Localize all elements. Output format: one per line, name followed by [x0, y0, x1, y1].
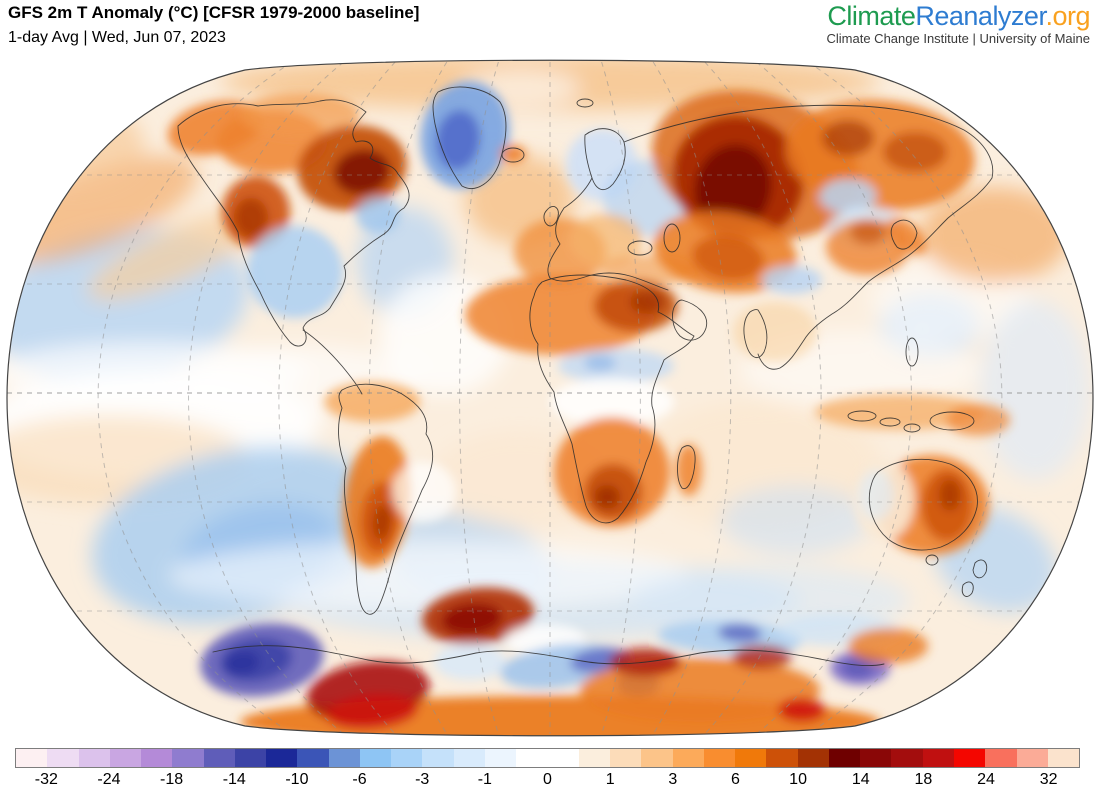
- coast-scandinavia: [584, 128, 626, 191]
- page-title: GFS 2m T Anomaly (°C) [CFSR 1979-2000 ba…: [8, 3, 420, 22]
- coast-india: [743, 309, 768, 358]
- coast-new-guinea: [929, 411, 975, 431]
- colorbar-segment: [985, 749, 1017, 767]
- colorbar-segment: [735, 749, 767, 767]
- coast-europe-west: [547, 177, 669, 291]
- colorbar-segment: [578, 749, 611, 767]
- coast-caspian-sea: [663, 223, 681, 253]
- colorbar-segment: [766, 749, 798, 767]
- colorbar-segment: [953, 749, 986, 767]
- coast-britain: [543, 206, 559, 227]
- projection-outline: [6, 59, 1094, 737]
- colorbar-segment: [860, 749, 892, 767]
- colorbar-segment: [641, 749, 673, 767]
- coast-south-america: [338, 383, 434, 615]
- colorbar-segment: [391, 749, 423, 767]
- coast-madagascar: [677, 445, 696, 490]
- colorbar-segment: [484, 749, 517, 767]
- colorbar-tick: 24: [977, 771, 995, 788]
- coast-central-america: [302, 329, 363, 395]
- colorbar-segment: [141, 749, 173, 767]
- colorbar: [15, 748, 1080, 768]
- colorbar-segment: [172, 749, 204, 767]
- site-logo[interactable]: ClimateReanalyzer.org Climate Change Ins…: [826, 1, 1091, 47]
- logo-reanalyzer[interactable]: Reanalyzer: [915, 1, 1046, 31]
- colorbar-tick: -10: [285, 771, 309, 788]
- colorbar-segment: [516, 749, 548, 767]
- colorbar-segment: [453, 749, 485, 767]
- colorbar-segment: [610, 749, 642, 767]
- colorbar-segment: [297, 749, 329, 767]
- colorbar-segment: [422, 749, 454, 767]
- coast-africa: [529, 274, 695, 524]
- coast-antarctica: [212, 645, 885, 667]
- colorbar-segment: [1016, 749, 1048, 767]
- colorbar-segment: [359, 749, 392, 767]
- coast-sumatra: [847, 410, 877, 422]
- coast-tasmania: [925, 554, 939, 566]
- colorbar-tick: -6: [352, 771, 367, 788]
- colorbar-segment: [703, 749, 736, 767]
- colorbar-segment: [47, 749, 79, 767]
- colorbar-tick: -32: [34, 771, 58, 788]
- colorbar-segment: [547, 749, 579, 767]
- logo-climate[interactable]: Climate: [827, 1, 916, 31]
- colorbar-tick: 3: [668, 771, 678, 788]
- colorbar-tick: 1: [605, 771, 615, 788]
- colorbar-tick: 32: [1039, 771, 1058, 788]
- colorbar-tick: -14: [222, 771, 246, 788]
- colorbar-segment: [1047, 749, 1080, 767]
- colorbar-segment: [922, 749, 954, 767]
- coast-asia-north-east: [623, 104, 994, 370]
- coast-philippines: [905, 337, 919, 367]
- logo-org[interactable]: .org: [1045, 1, 1090, 31]
- colorbar-segment: [828, 749, 861, 767]
- anomaly-field: [167, 81, 1010, 736]
- coast-greenland: [432, 86, 507, 189]
- coast-black-sea: [627, 240, 653, 256]
- colorbar-tick: -3: [415, 771, 430, 788]
- colorbar-segment: [797, 749, 829, 767]
- colorbar-segment: [328, 749, 360, 767]
- page-subtitle: 1-day Avg | Wed, Jun 07, 2023: [8, 29, 226, 47]
- colorbar-tick: 6: [730, 771, 740, 788]
- logo-tagline: Climate Change Institute | University of…: [826, 31, 1091, 47]
- colorbar-segment: [78, 749, 110, 767]
- coast-iceland: [501, 147, 525, 163]
- colorbar-segment: [891, 749, 923, 767]
- colorbar-segment: [672, 749, 704, 767]
- header: GFS 2m T Anomaly (°C) [CFSR 1979-2000 ba…: [8, 3, 419, 47]
- colorbar-tick: 14: [851, 771, 870, 788]
- coast-svalbard: [576, 98, 594, 108]
- colorbar-tick: 10: [789, 771, 807, 788]
- colorbar-segment: [109, 749, 142, 767]
- coast-new-zealand-north: [972, 559, 988, 579]
- coast-japan: [890, 219, 918, 250]
- coast-arabia: [672, 299, 708, 341]
- colorbar-tick: 0: [543, 771, 552, 788]
- colorbar-ticks: -32 -24 -18 -14 -10 -6 -3 -1 0 1 3 6 10 14 18 24 32: [15, 769, 1080, 791]
- coast-north-america: [177, 99, 410, 347]
- graticule: [7, 61, 1093, 735]
- colorbar-tick: -18: [160, 771, 184, 788]
- colorbar-segment: [16, 749, 48, 767]
- colorbar-tick: -24: [97, 771, 121, 788]
- coast-australia: [868, 458, 978, 551]
- coastlines: [177, 86, 994, 667]
- coast-lesser-sunda: [903, 423, 921, 433]
- colorbar-segment: [234, 749, 267, 767]
- colorbar-tick: 18: [914, 771, 933, 788]
- colorbar-tick: -1: [477, 771, 492, 788]
- coast-java: [879, 417, 901, 427]
- colorbar-segment: [266, 749, 298, 767]
- colorbar-segment: [203, 749, 235, 767]
- coast-new-zealand-south: [961, 581, 974, 597]
- logo-wordmark[interactable]: ClimateReanalyzer.org: [827, 1, 1090, 31]
